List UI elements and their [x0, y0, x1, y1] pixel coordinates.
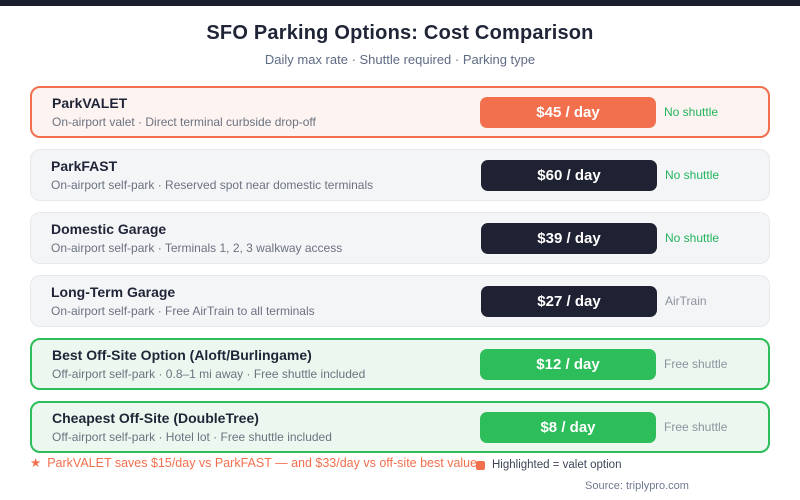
- option-description: On-airport self-park · Terminals 1, 2, 3…: [51, 241, 343, 255]
- legend: Highlighted = valet option: [476, 459, 621, 471]
- price-badge: $27 / day: [481, 285, 657, 317]
- option-description: On-airport valet · Direct terminal curbs…: [52, 115, 316, 129]
- option-name: Long-Term Garage: [51, 284, 176, 300]
- option-text: Long-Term Garage On-airport self-park · …: [51, 284, 481, 318]
- legend-swatch-icon: [476, 460, 485, 470]
- page-title: SFO Parking Options: Cost Comparison: [206, 22, 594, 44]
- option-description: Off-airport self-park · 0.8–1 mi away · …: [52, 367, 366, 381]
- option-text: Cheapest Off-Site (DoubleTree) Off-airpo…: [52, 410, 480, 444]
- parking-option-row-doubletree: Cheapest Off-Site (DoubleTree) Off-airpo…: [30, 401, 770, 453]
- savings-footnote-text: ParkVALET saves $15/day vs ParkFAST — an…: [47, 455, 478, 470]
- option-name: Cheapest Off-Site (DoubleTree): [52, 410, 259, 426]
- parking-option-row-domestic-garage: Domestic Garage On-airport self-park · T…: [30, 212, 770, 264]
- parking-options-list: ParkVALET On-airport valet · Direct term…: [30, 86, 770, 464]
- option-name: Domestic Garage: [51, 221, 167, 237]
- header: SFO Parking Options: Cost Comparison Dai…: [0, 6, 800, 67]
- price-badge: $8 / day: [480, 411, 656, 443]
- option-text: Best Off-Site Option (Aloft/Burlingame) …: [52, 347, 480, 381]
- option-name: ParkVALET: [52, 95, 128, 111]
- option-name: Best Off-Site Option (Aloft/Burlingame): [52, 347, 312, 363]
- shuttle-status: No shuttle: [664, 105, 719, 119]
- parking-option-row-parkfast: ParkFAST On-airport self-park · Reserved…: [30, 149, 770, 201]
- shuttle-status: Free shuttle: [664, 420, 728, 434]
- option-description: On-airport self-park · Reserved spot nea…: [51, 178, 374, 192]
- option-text: Domestic Garage On-airport self-park · T…: [51, 221, 481, 255]
- option-text: ParkVALET On-airport valet · Direct term…: [52, 95, 480, 129]
- parking-option-row-parkvalet: ParkVALET On-airport valet · Direct term…: [30, 86, 770, 138]
- page-subtitle: Daily max rate · Shuttle required · Park…: [264, 52, 536, 67]
- top-accent-bar: [0, 0, 800, 6]
- option-description: On-airport self-park · Free AirTrain to …: [51, 304, 315, 318]
- parking-option-row-aloft-burlingame: Best Off-Site Option (Aloft/Burlingame) …: [30, 338, 770, 390]
- shuttle-status: Free shuttle: [664, 357, 728, 371]
- price-badge: $45 / day: [480, 96, 656, 128]
- option-name: ParkFAST: [51, 158, 118, 174]
- price-badge: $60 / day: [481, 159, 657, 191]
- option-description: Off-airport self-park · Hotel lot · Free…: [52, 430, 332, 444]
- price-badge: $39 / day: [481, 222, 657, 254]
- legend-label: Highlighted = valet option: [492, 459, 622, 471]
- price-badge: $12 / day: [480, 348, 656, 380]
- shuttle-status: No shuttle: [665, 168, 720, 182]
- source-attribution: Source: triplypro.com: [585, 480, 689, 492]
- star-icon: ★: [30, 456, 42, 470]
- shuttle-status: AirTrain: [665, 294, 707, 308]
- parking-option-row-long-term-garage: Long-Term Garage On-airport self-park · …: [30, 275, 770, 327]
- savings-footnote: ★ ParkVALET saves $15/day vs ParkFAST — …: [30, 455, 478, 471]
- shuttle-status: No shuttle: [665, 231, 720, 245]
- option-text: ParkFAST On-airport self-park · Reserved…: [51, 158, 481, 192]
